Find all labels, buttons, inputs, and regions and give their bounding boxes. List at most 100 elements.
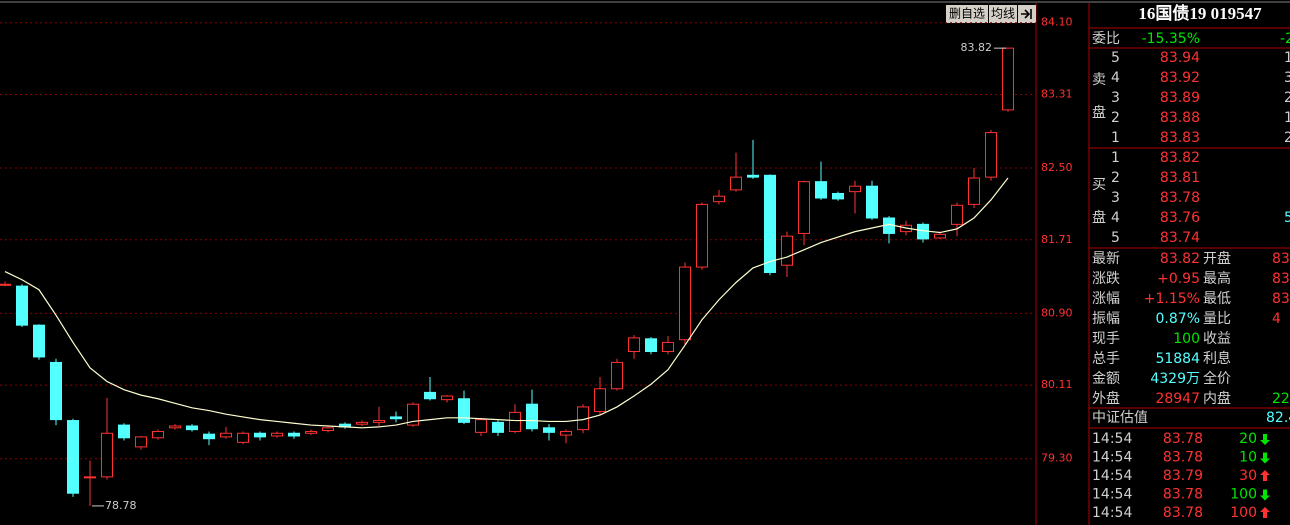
- stat-value: 229: [1272, 391, 1290, 407]
- stat-label: 最高: [1203, 270, 1231, 287]
- buy-volume: 5: [1284, 210, 1290, 226]
- min-label: 78.78: [105, 499, 137, 512]
- candle-body: [611, 361, 623, 390]
- trade-price: 83.78: [1163, 450, 1203, 466]
- candle-body: [33, 324, 45, 358]
- candle-body: [713, 195, 725, 203]
- sell-level: 3: [1111, 90, 1120, 106]
- sell-price: 83.94: [1160, 50, 1200, 66]
- ratio-label: 委比: [1092, 31, 1120, 47]
- candle-body: [696, 203, 708, 268]
- candle-body: [560, 430, 572, 436]
- trade-arrow: [1260, 507, 1270, 518]
- buy-level: 1: [1111, 150, 1120, 166]
- candle-body: [305, 430, 317, 434]
- trade-time: 14:54: [1092, 505, 1132, 521]
- trade-arrow: [1260, 452, 1270, 464]
- candle-body: [101, 432, 113, 478]
- candle-body: [135, 436, 147, 448]
- y-tick-label: 80.11: [1041, 378, 1073, 391]
- candle-body: [594, 388, 606, 412]
- stat-label: 外盘: [1092, 390, 1120, 407]
- candle-body: [50, 361, 62, 421]
- buy-level: 3: [1111, 190, 1120, 206]
- stat-value: 83: [1272, 251, 1290, 267]
- stat-value: 4: [1272, 311, 1281, 327]
- candle-body: [866, 185, 878, 219]
- quote-title: 16国债19 019547: [1138, 3, 1262, 23]
- btn-ma[interactable]: [989, 5, 1017, 23]
- buy-label: 盘: [1092, 209, 1106, 226]
- stat-label: 利息: [1203, 350, 1231, 367]
- sell-price: 83.92: [1160, 70, 1200, 86]
- candle-body: [407, 403, 419, 426]
- buy-level: 2: [1111, 170, 1120, 186]
- candle-body: [237, 432, 249, 443]
- y-tick-label: 84.10: [1041, 16, 1073, 29]
- candle-body: [526, 403, 538, 430]
- exit-icon: [1021, 9, 1032, 19]
- sell-volume: 1: [1284, 50, 1290, 66]
- buy-level: 5: [1111, 230, 1120, 246]
- trade-price: 83.78: [1163, 431, 1203, 447]
- sell-volume: 3: [1284, 70, 1290, 86]
- candle-body: [84, 476, 96, 479]
- trade-volume: 20: [1239, 431, 1257, 447]
- sell-price: 83.83: [1160, 130, 1200, 146]
- sell-level: 2: [1111, 110, 1120, 126]
- trade-arrow: [1260, 489, 1270, 501]
- candle-body: [985, 132, 997, 178]
- trade-price: 83.78: [1163, 505, 1203, 521]
- stat-label: 收益: [1203, 331, 1231, 347]
- buy-price: 83.74: [1160, 230, 1200, 246]
- candle-body: [968, 177, 980, 205]
- stat-label: 涨跌: [1092, 271, 1120, 287]
- candle-body: [424, 391, 436, 400]
- candle-body: [781, 235, 793, 266]
- estimate-label: 中证估值: [1092, 410, 1148, 426]
- sell-price: 83.89: [1160, 90, 1200, 106]
- sell-volume: 2: [1284, 130, 1290, 146]
- trade-arrow: [1260, 434, 1270, 445]
- candle-body: [492, 421, 504, 433]
- stat-value: 83: [1272, 271, 1290, 287]
- stat-label: 量比: [1203, 311, 1231, 327]
- candle-body: [815, 181, 827, 199]
- stat-label: 振幅: [1092, 311, 1120, 327]
- y-tick-label: 83.31: [1041, 87, 1073, 100]
- buy-price: 83.76: [1160, 210, 1200, 226]
- buy-price: 83.78: [1160, 190, 1200, 206]
- sell-price: 83.88: [1160, 110, 1200, 126]
- stat-value: 51884: [1155, 351, 1200, 367]
- stat-value: +1.15%: [1144, 291, 1200, 307]
- stat-label: 现手: [1092, 331, 1120, 347]
- trade-time: 14:54: [1092, 487, 1132, 503]
- estimate-value: 82.4: [1266, 410, 1290, 426]
- candle-body: [356, 421, 368, 425]
- candle-body: [645, 338, 657, 353]
- ma-line: [4, 177, 1009, 429]
- candle-body: [798, 181, 810, 234]
- candle-body: [764, 174, 776, 273]
- candle-body: [679, 266, 691, 341]
- sell-volume: 2: [1284, 90, 1290, 106]
- candle-body: [203, 433, 215, 440]
- sell-level: 4: [1111, 70, 1120, 86]
- candle-body: [373, 420, 385, 423]
- trade-price: 83.79: [1163, 468, 1203, 484]
- sell-label: 卖: [1092, 72, 1106, 88]
- candle-body: [220, 432, 232, 438]
- candle-body: [628, 337, 640, 353]
- trade-volume: 100: [1230, 487, 1257, 503]
- sell-label: 盘: [1092, 104, 1106, 121]
- candle-body: [730, 176, 742, 191]
- candle-body: [458, 398, 470, 423]
- stat-value: 28947: [1155, 391, 1200, 407]
- btn-remove-fav[interactable]: [946, 5, 988, 23]
- sell-level: 5: [1111, 50, 1120, 66]
- y-tick-label: 80.90: [1041, 306, 1073, 319]
- trade-volume: 30: [1239, 468, 1257, 484]
- trade-arrow: [1260, 470, 1270, 481]
- candle-body: [169, 425, 181, 429]
